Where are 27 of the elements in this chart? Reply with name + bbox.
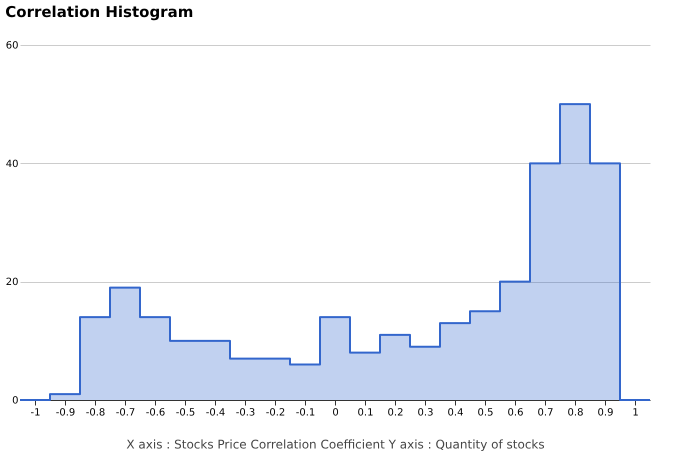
chart-title: Correlation Histogram xyxy=(5,3,194,21)
y-tick-label: 40 xyxy=(6,158,18,170)
y-tick-label: 20 xyxy=(6,277,18,288)
x-tick-label: -0.2 xyxy=(266,408,286,418)
x-tick-label: 0.2 xyxy=(388,408,404,418)
x-tick-label: -0.4 xyxy=(206,408,226,418)
x-tick-label: -0.1 xyxy=(296,408,316,418)
x-tick-label: 0.4 xyxy=(448,408,464,418)
x-tick-label: 0.8 xyxy=(568,408,584,418)
y-tick-label: 60 xyxy=(6,40,18,52)
x-tick-label: 0 xyxy=(332,408,339,418)
x-tick-label: -0.5 xyxy=(176,408,196,418)
x-tick-label: 0.5 xyxy=(478,408,494,418)
x-tick-label: -0.3 xyxy=(236,408,256,418)
x-tick-label: 0.1 xyxy=(358,408,374,418)
x-tick-label: 0.9 xyxy=(598,408,614,418)
x-tick-label: 0.3 xyxy=(418,408,434,418)
x-tick-label: 1 xyxy=(632,408,639,418)
x-tick-label: -0.7 xyxy=(116,408,136,418)
x-tick-label: -1 xyxy=(30,408,40,418)
y-tick-label: 0 xyxy=(12,396,18,406)
x-tick-label: -0.6 xyxy=(146,408,166,418)
x-tick-label: -0.9 xyxy=(56,408,76,418)
x-tick-label: -0.8 xyxy=(86,408,106,418)
x-axis-title: X axis : Stocks Price Correlation Coefficient Y axis : Quantity of stocks xyxy=(126,438,545,452)
x-tick-label: 0.6 xyxy=(508,408,524,418)
x-tick-label: 0.7 xyxy=(538,408,554,418)
